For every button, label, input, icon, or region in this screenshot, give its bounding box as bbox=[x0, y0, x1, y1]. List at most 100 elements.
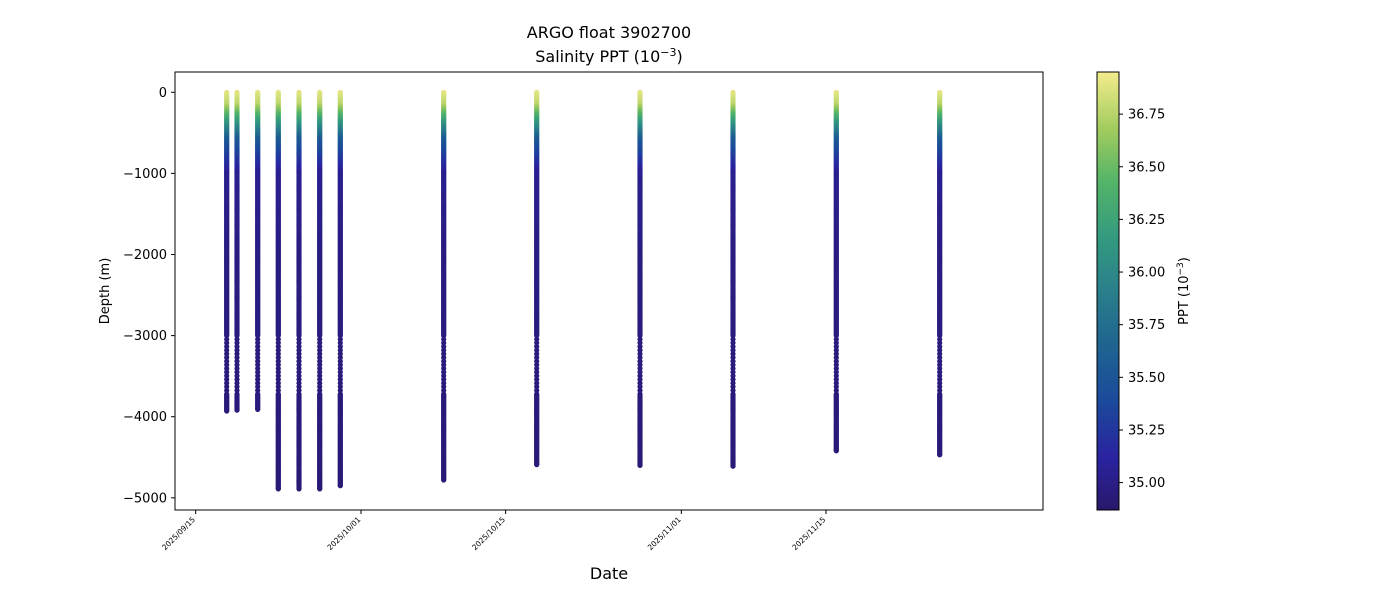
data-point bbox=[317, 354, 323, 361]
data-point bbox=[833, 347, 839, 353]
data-point bbox=[833, 358, 839, 364]
data-point bbox=[730, 358, 736, 364]
data-point bbox=[317, 347, 323, 353]
data-point bbox=[937, 336, 943, 342]
data-point bbox=[234, 358, 240, 364]
data-point bbox=[637, 387, 643, 393]
data-point bbox=[317, 333, 323, 339]
data-point bbox=[337, 369, 343, 375]
data-point bbox=[255, 351, 261, 357]
data-point bbox=[637, 373, 643, 379]
data-point bbox=[441, 477, 447, 483]
data-point bbox=[224, 362, 230, 368]
data-point bbox=[833, 448, 839, 454]
data-point bbox=[337, 358, 343, 364]
data-point bbox=[317, 373, 323, 379]
data-point bbox=[637, 365, 643, 372]
x-tick-label: 2025/11/15 bbox=[790, 515, 827, 552]
data-point bbox=[234, 351, 240, 357]
data-point bbox=[441, 387, 447, 393]
data-point bbox=[441, 369, 447, 375]
data-point bbox=[441, 340, 447, 346]
data-point bbox=[296, 387, 302, 393]
profile-points bbox=[224, 89, 943, 492]
data-point bbox=[255, 373, 261, 379]
data-point bbox=[534, 462, 540, 468]
x-axis-label: Date bbox=[590, 564, 628, 583]
data-point bbox=[234, 362, 240, 368]
data-point bbox=[224, 376, 230, 382]
data-point bbox=[937, 369, 943, 375]
data-point bbox=[937, 376, 943, 382]
data-point bbox=[441, 373, 447, 379]
data-point bbox=[275, 387, 281, 393]
data-point bbox=[224, 333, 230, 339]
data-point bbox=[441, 347, 447, 353]
colorbar-label-main: PPT (10 bbox=[1177, 275, 1192, 324]
colorbar-tick-label: 35.50 bbox=[1128, 371, 1165, 386]
x-tick-label: 2025/11/01 bbox=[646, 515, 683, 552]
x-axis: 2025/09/15 2025/10/01 2025/10/15 2025/11/01… bbox=[160, 510, 828, 552]
data-point bbox=[337, 347, 343, 353]
data-point bbox=[255, 365, 261, 372]
data-point bbox=[224, 408, 230, 414]
data-point bbox=[255, 406, 261, 412]
data-point bbox=[317, 351, 323, 357]
data-point bbox=[275, 373, 281, 379]
data-point bbox=[937, 358, 943, 364]
data-point bbox=[534, 340, 540, 346]
chart-subtitle-main: Salinity PPT (10 bbox=[535, 47, 660, 66]
data-point bbox=[296, 358, 302, 364]
data-point bbox=[255, 362, 261, 368]
colorbar-tick-label: 36.50 bbox=[1128, 160, 1165, 175]
colorbar-axis: 35.00 35.25 35.50 35.75 36.00 36.25 36.50 36.75 bbox=[1119, 108, 1165, 491]
data-point bbox=[833, 373, 839, 379]
data-point bbox=[730, 376, 736, 382]
y-axis: 0 −1000 −2000 −3000 −4000 −5000 bbox=[123, 86, 175, 506]
data-point bbox=[730, 351, 736, 357]
data-point bbox=[730, 373, 736, 379]
data-point bbox=[224, 336, 230, 342]
data-point bbox=[224, 358, 230, 364]
data-point bbox=[224, 373, 230, 379]
data-point bbox=[255, 336, 261, 342]
data-point bbox=[317, 384, 323, 390]
chart-subtitle-close: ) bbox=[677, 47, 683, 66]
data-point bbox=[637, 347, 643, 353]
data-point bbox=[730, 347, 736, 353]
colorbar bbox=[1096, 71, 1120, 511]
y-axis-label: Depth (m) bbox=[98, 258, 113, 325]
data-point bbox=[224, 344, 230, 350]
data-point bbox=[234, 340, 240, 346]
data-point bbox=[534, 380, 540, 386]
data-point bbox=[937, 384, 943, 390]
data-point bbox=[234, 333, 240, 339]
data-point bbox=[234, 354, 240, 361]
data-point bbox=[337, 351, 343, 357]
data-point bbox=[534, 387, 540, 393]
data-point bbox=[337, 333, 343, 339]
data-point bbox=[534, 354, 540, 361]
y-tick-label: −3000 bbox=[123, 329, 167, 344]
x-tick-label: 2025/10/01 bbox=[325, 515, 362, 552]
data-point bbox=[275, 365, 281, 372]
data-point bbox=[224, 354, 230, 361]
data-point bbox=[730, 362, 736, 368]
data-point bbox=[337, 373, 343, 379]
data-point bbox=[296, 333, 302, 339]
data-point bbox=[296, 344, 302, 350]
data-point bbox=[234, 369, 240, 375]
data-point bbox=[337, 362, 343, 368]
data-point bbox=[317, 358, 323, 364]
colorbar-tick-label: 35.25 bbox=[1128, 423, 1165, 438]
data-point bbox=[296, 365, 302, 372]
data-point bbox=[337, 365, 343, 372]
data-point bbox=[296, 369, 302, 375]
data-point bbox=[317, 369, 323, 375]
data-point bbox=[234, 384, 240, 390]
data-point bbox=[937, 340, 943, 346]
data-point bbox=[441, 376, 447, 382]
data-point bbox=[296, 351, 302, 357]
data-point bbox=[255, 344, 261, 350]
